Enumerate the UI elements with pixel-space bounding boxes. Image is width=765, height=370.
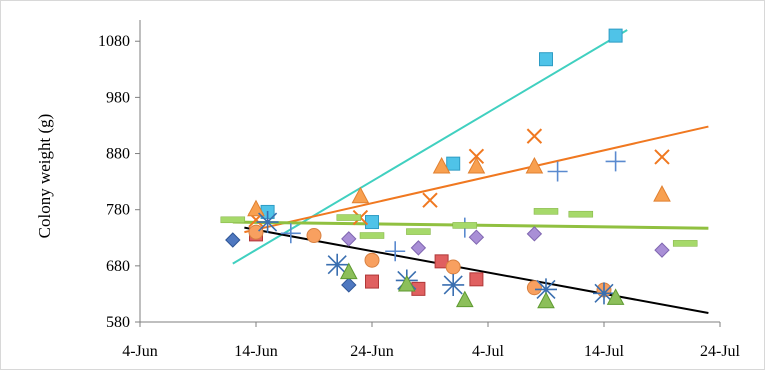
data-point-diamond [225,232,241,248]
data-point-triangle [339,262,358,280]
data-point-plus [280,223,301,244]
y-tick-label: 1080 [98,33,130,50]
data-point-square [446,156,461,171]
data-point-square [434,254,449,269]
data-point-plus [605,151,626,172]
data-point-dash [359,232,385,239]
trendline [244,125,709,234]
y-tick-label: 880 [106,146,130,163]
data-point-triangle [455,290,474,308]
y-tick-label: 780 [106,202,130,219]
data-point-x [422,192,438,208]
data-point-square [365,274,379,289]
data-point-dash [406,228,431,235]
data-point-circle [306,228,322,244]
data-point-square [365,215,379,230]
data-point-triangle [537,291,555,309]
data-point-triangle [606,288,625,305]
data-point-diamond [654,242,670,258]
x-tick-label: 14-Jun [234,343,278,360]
data-point-square [608,28,623,43]
data-point-plus [547,161,568,182]
y-tick-label: 680 [106,258,130,275]
data-point-star [535,278,557,301]
data-point-plus [385,241,406,262]
data-point-dash [533,208,559,215]
data-point-star [593,282,615,305]
data-point-circle [445,259,461,275]
data-point-dash [672,240,698,247]
data-point-triangle [467,156,486,174]
x-tick-label: 24-Jun [350,343,394,360]
data-point-dash [452,222,478,229]
data-point-x [468,148,485,165]
y-axis-title: Colony weight (g) [35,114,54,239]
x-tick-label: 4-Jun [122,343,158,360]
trendline [244,226,709,314]
data-point-triangle [397,274,416,292]
data-point-star [326,253,349,276]
data-point-dash [568,210,594,218]
data-point-triangle [653,185,671,202]
data-point-x [526,128,543,144]
data-points [220,28,698,309]
data-point-diamond [468,229,485,245]
data-point-square [469,272,484,287]
data-point-triangle [432,156,451,174]
data-point-diamond [341,231,357,247]
x-tick-label: 14-Jul [584,343,625,360]
data-point-diamond [410,240,427,256]
data-point-triangle [525,156,544,174]
data-point-square [539,52,553,67]
data-point-circle [248,224,264,240]
axes: 580 680 780 880 980 1080 4-Jun 14-Jun 24-Jun 4-Ju… [98,20,741,360]
y-tick-label: 980 [106,89,130,106]
x-tick-label: 24-Jul [700,343,741,360]
data-point-dash [220,216,246,224]
trendline [232,29,628,265]
y-tick-label: 580 [106,314,130,331]
data-point-star [256,211,279,234]
data-point-star [442,273,465,296]
x-tick-label: 4-Jul [472,343,505,360]
data-point-x [654,149,670,165]
data-point-circle [526,280,542,296]
data-point-dash [336,214,362,221]
data-point-triangle [247,199,265,217]
data-point-triangle [351,186,370,204]
data-point-diamond [526,226,543,242]
data-point-diamond [341,277,357,293]
data-point-circle [364,252,380,268]
